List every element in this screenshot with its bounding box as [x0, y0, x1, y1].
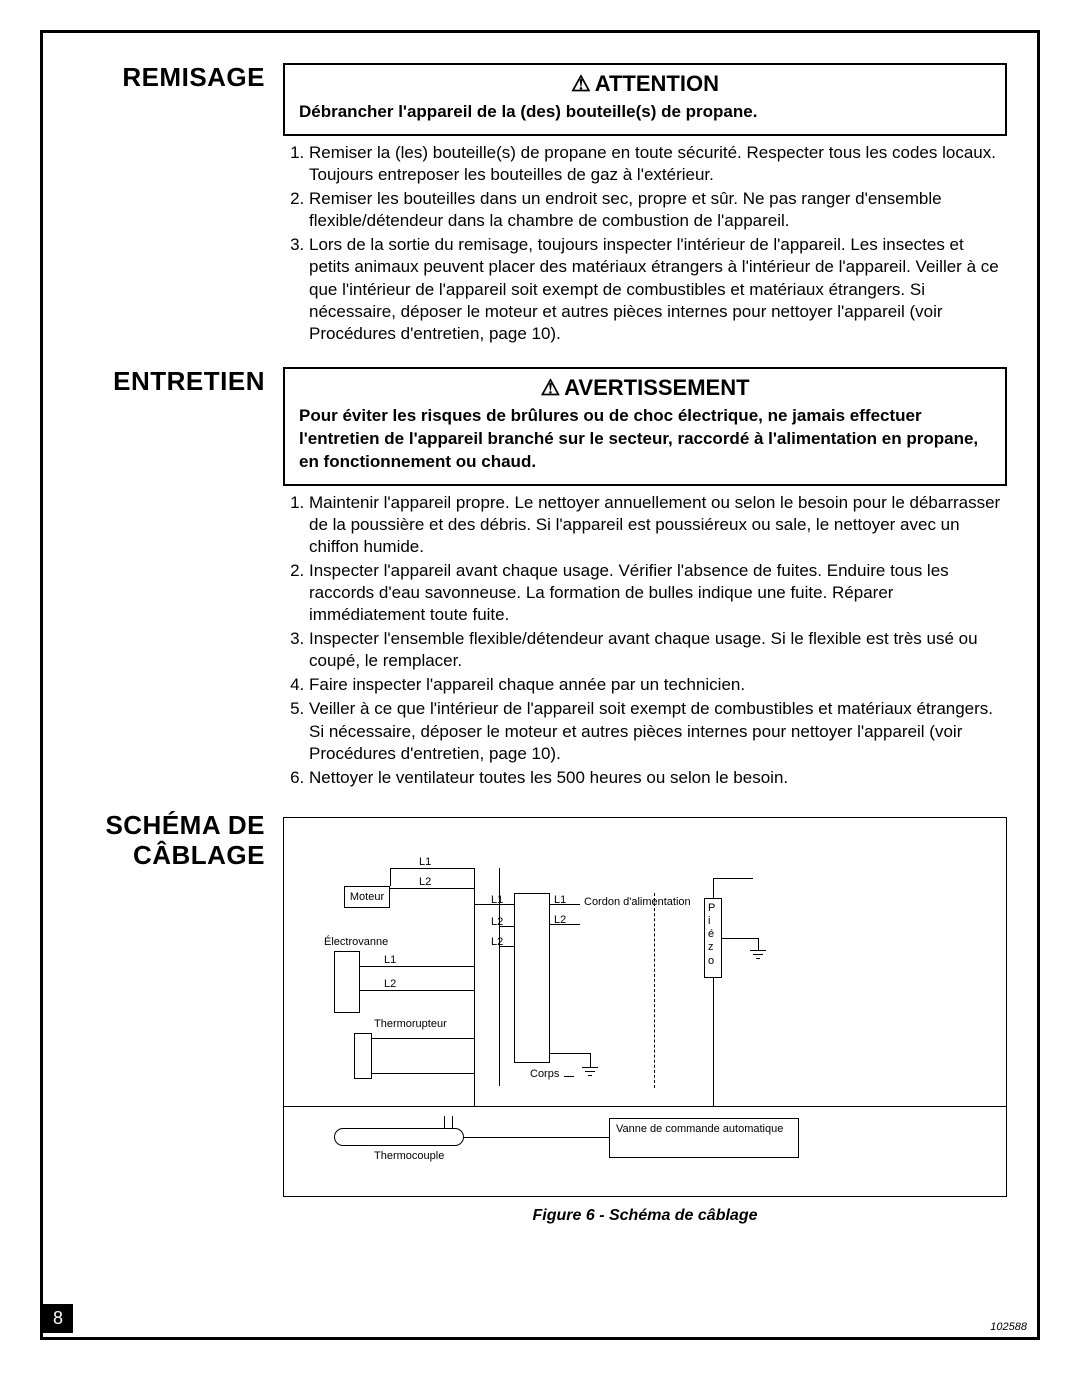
remisage-steps: Remiser la (les) bouteille(s) de propane…	[283, 142, 1007, 345]
label-l2: L2	[384, 978, 396, 990]
label-vanne: Vanne de commande automatique	[616, 1123, 783, 1135]
entretien-steps: Maintenir l'appareil propre. Le nettoyer…	[283, 492, 1007, 789]
label-l2: L2	[419, 876, 431, 888]
label-cordon: Cordon d'alimentation	[584, 896, 691, 908]
label-l1: L1	[491, 894, 503, 906]
label-thermocouple: Thermocouple	[374, 1150, 444, 1162]
motor-box: Moteur	[344, 886, 390, 908]
label-l1: L1	[419, 856, 431, 868]
section-entretien: ENTRETIEN ⚠AVERTISSEMENT Pour éviter les…	[73, 367, 1007, 799]
list-item: Maintenir l'appareil propre. Le nettoyer…	[309, 492, 1007, 558]
attention-title: ⚠ATTENTION	[299, 71, 991, 97]
attention-box: ⚠ATTENTION Débrancher l'appareil de la (…	[283, 63, 1007, 136]
wiring-diagram: Moteur L1 L2 Électrovanne L1 L2 Thermoru…	[283, 817, 1007, 1197]
heading-schema: SCHÉMA DE CÂBLAGE	[73, 811, 283, 871]
label-l1: L1	[554, 894, 566, 906]
heading-remisage: REMISAGE	[73, 63, 283, 355]
thermorupteur-box	[354, 1033, 372, 1079]
avertissement-text: Pour éviter les risques de brûlures ou d…	[299, 405, 991, 474]
list-item: Remiser les bouteilles dans un endroit s…	[309, 188, 1007, 232]
label-l2: L2	[554, 914, 566, 926]
electrovanne-box	[334, 951, 360, 1013]
thermocouple-bulb	[334, 1128, 464, 1146]
section-schema: SCHÉMA DE CÂBLAGE Moteur L1 L2 Électrova…	[73, 811, 1007, 1225]
label-moteur: Moteur	[350, 891, 384, 903]
content-schema: Moteur L1 L2 Électrovanne L1 L2 Thermoru…	[283, 811, 1007, 1225]
list-item: Inspecter l'appareil avant chaque usage.…	[309, 560, 1007, 626]
warning-icon: ⚠	[571, 71, 591, 96]
avertissement-title: ⚠AVERTISSEMENT	[299, 375, 991, 401]
label-l2: L2	[491, 916, 503, 928]
warning-icon: ⚠	[540, 375, 560, 400]
label-l1: L1	[384, 954, 396, 966]
label-piezo: Piézo	[708, 902, 715, 968]
avertissement-label: AVERTISSEMENT	[564, 375, 749, 400]
connector-block	[514, 893, 550, 1063]
page-number: 8	[43, 1304, 73, 1333]
label-corps: Corps	[530, 1068, 559, 1080]
figure-caption: Figure 6 - Schéma de câblage	[283, 1207, 1007, 1225]
label-electrovanne: Électrovanne	[324, 936, 388, 948]
label-l2: L2	[491, 936, 503, 948]
section-remisage: REMISAGE ⚠ATTENTION Débrancher l'apparei…	[73, 63, 1007, 355]
attention-text: Débrancher l'appareil de la (des) boutei…	[299, 101, 991, 124]
vanne-box: Vanne de commande automatique	[609, 1118, 799, 1158]
list-item: Veiller à ce que l'intérieur de l'appare…	[309, 698, 1007, 764]
label-thermorupteur: Thermorupteur	[374, 1018, 447, 1030]
list-item: Nettoyer le ventilateur toutes les 500 h…	[309, 767, 1007, 789]
document-id: 102588	[990, 1321, 1027, 1333]
page-frame: REMISAGE ⚠ATTENTION Débrancher l'apparei…	[40, 30, 1040, 1340]
list-item: Faire inspecter l'appareil chaque année …	[309, 674, 1007, 696]
content-remisage: ⚠ATTENTION Débrancher l'appareil de la (…	[283, 63, 1007, 355]
list-item: Remiser la (les) bouteille(s) de propane…	[309, 142, 1007, 186]
list-item: Lors de la sortie du remisage, toujours …	[309, 234, 1007, 344]
heading-entretien: ENTRETIEN	[73, 367, 283, 799]
attention-label: ATTENTION	[595, 71, 719, 96]
list-item: Inspecter l'ensemble flexible/détendeur …	[309, 628, 1007, 672]
avertissement-box: ⚠AVERTISSEMENT Pour éviter les risques d…	[283, 367, 1007, 486]
content-entretien: ⚠AVERTISSEMENT Pour éviter les risques d…	[283, 367, 1007, 799]
